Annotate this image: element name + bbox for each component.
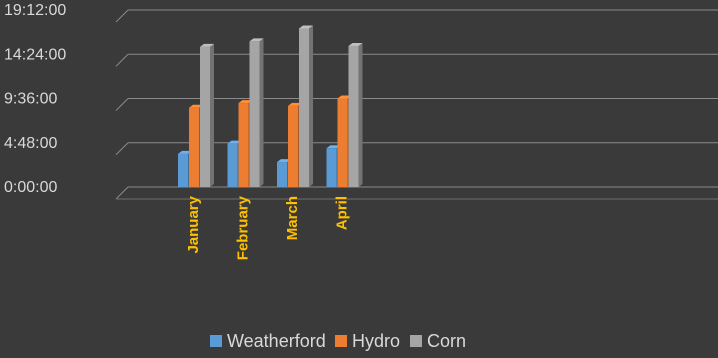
category-label-february: February [235,195,252,260]
bars [178,25,363,187]
gridline-side [115,9,129,23]
gridline-side [115,98,129,111]
legend-label-weatherford: Weatherford [227,331,326,351]
legend-label-hydro: Hydro [352,331,400,351]
gridline-side [115,186,129,200]
y-tick-label: 0:00:00 [4,179,57,196]
bar-corn-march [299,25,313,187]
gridlines [115,9,718,200]
x-axis-categories: January February March April [185,195,351,260]
bar-corn-january [200,43,214,187]
y-tick-label: 14:24:00 [4,46,66,63]
bar-corn-february [249,38,264,187]
category-label-january: January [185,195,202,253]
y-tick-label: 4:48:00 [4,135,57,152]
gridline-side [115,53,129,67]
y-tick-label: 19:12:00 [4,2,66,19]
category-label-march: March [284,196,301,240]
bar-corn-april [348,42,363,187]
y-axis-ticks: 0:00:00 4:48:00 9:36:00 14:24:00 19:12:00 [4,2,66,196]
legend-label-corn: Corn [427,331,466,351]
gridline-side [115,142,129,156]
legend-swatch-hydro [335,335,347,347]
y-tick-label: 9:36:00 [4,91,57,108]
legend-swatch-corn [410,335,422,347]
legend: Weatherford Hydro Corn [210,331,466,351]
legend-swatch-weatherford [210,335,222,347]
category-label-april: April [334,196,351,230]
